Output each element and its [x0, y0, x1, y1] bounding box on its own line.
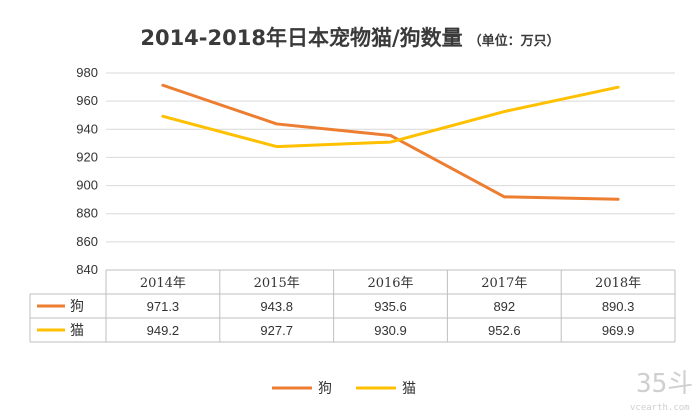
- x-category-label: 2018年: [595, 276, 641, 291]
- y-tick-label: 860: [76, 234, 98, 249]
- y-tick-label: 940: [76, 121, 98, 136]
- x-category-label: 2015年: [254, 276, 300, 291]
- table-cell: 943.8: [260, 299, 293, 314]
- table-cell: 935.6: [374, 299, 407, 314]
- watermark-site: vcearth.com: [630, 403, 690, 413]
- x-category-label: 2014年: [140, 276, 186, 291]
- x-category-label: 2016年: [367, 276, 413, 291]
- legend-label: 狗: [318, 381, 332, 397]
- table-cell: 952.6: [488, 323, 521, 338]
- series-line: [161, 85, 620, 149]
- watermark-brand: 35斗: [636, 369, 693, 399]
- table-series-label: 狗: [70, 299, 84, 315]
- y-tick-label: 960: [76, 93, 98, 108]
- table-cell: 892: [493, 299, 515, 314]
- y-tick-label: 880: [76, 206, 98, 221]
- y-tick-label: 980: [76, 65, 98, 80]
- series-line: [161, 83, 620, 201]
- chart-title: 2014-2018年日本宠物猫/狗数量 （单位：万只）: [0, 22, 700, 52]
- table-cell: 949.2: [147, 323, 180, 338]
- chart-subtitle: （单位：万只）: [468, 34, 560, 49]
- y-tick-label: 900: [76, 178, 98, 193]
- legend-label: 猫: [402, 381, 416, 397]
- table-cell: 930.9: [374, 323, 407, 338]
- table-cell: 969.9: [602, 323, 635, 338]
- table-cell: 927.7: [260, 323, 293, 338]
- table-cell: 971.3: [147, 299, 180, 314]
- x-category-label: 2017年: [481, 276, 527, 291]
- chart-title-text: 2014-2018年日本宠物猫/狗数量: [140, 26, 463, 50]
- y-tick-label: 920: [76, 149, 98, 164]
- y-tick-label: 840: [76, 262, 98, 277]
- table-series-label: 猫: [70, 323, 84, 339]
- table-cell: 890.3: [602, 299, 635, 314]
